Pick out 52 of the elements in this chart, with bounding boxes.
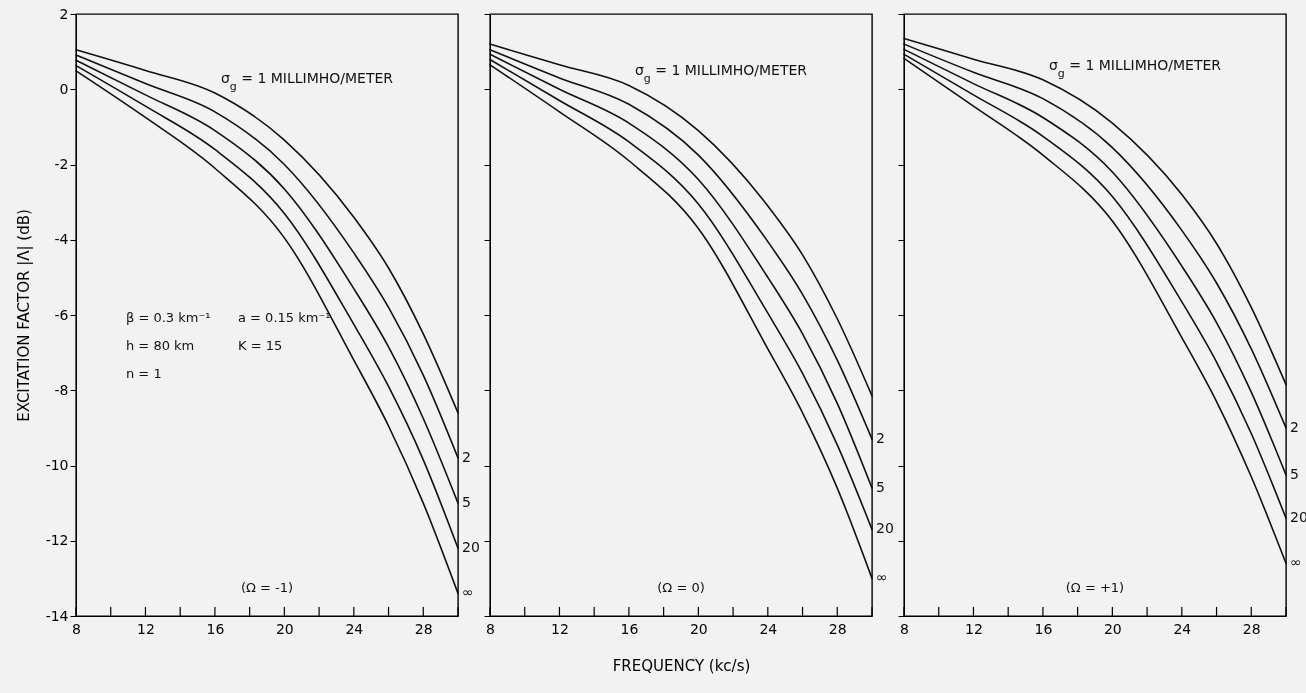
annotation: (Ω = -1): [240, 580, 294, 595]
y-tick-label: -10: [45, 457, 69, 473]
annotation: β = 0.3 km⁻¹: [126, 310, 211, 325]
y-tick-label: -2: [54, 156, 69, 172]
x-tick-label: 20: [275, 620, 294, 637]
series-label: 2: [876, 430, 885, 447]
x-tick-label: 28: [828, 620, 847, 637]
y-tick-label: -8: [54, 381, 69, 398]
x-tick-label: 12: [551, 620, 569, 637]
annotation: n = 1: [126, 366, 162, 381]
x-tick-label: 12: [137, 620, 155, 637]
y-tick-label: 0: [59, 80, 69, 97]
x-tick-label: 20: [689, 620, 708, 637]
x-tick-label: 28: [1242, 620, 1261, 637]
series-label: 2: [1290, 418, 1299, 435]
y-tick-label: -14: [45, 607, 69, 624]
annotation: a = 0.15 km⁻¹: [238, 310, 331, 325]
series-label: ∞: [1290, 554, 1302, 571]
annotation: (Ω = +1): [1065, 580, 1125, 595]
series-label: ∞: [876, 569, 888, 586]
y-axis-title: EXCITATION FACTOR |Λ| (dB): [14, 209, 33, 422]
y-tick-label: -4: [54, 231, 69, 248]
x-tick-label: 16: [1034, 620, 1053, 637]
x-axis-title: FREQUENCY (kc/s): [612, 656, 751, 675]
series-label: 5: [462, 494, 471, 511]
x-tick-label: 16: [620, 620, 639, 637]
annotation: K = 15: [238, 338, 283, 353]
series-label: 20: [876, 520, 894, 537]
x-tick-label: 24: [759, 620, 778, 637]
x-tick-label: 24: [1173, 620, 1192, 637]
series-label: σ$_{g}$ = 1 MILLIMHO/METER: [1048, 56, 1222, 80]
x-tick-label: 8: [900, 620, 909, 637]
series-label: σ$_{g}$ = 1 MILLIMHO/METER: [220, 70, 394, 93]
y-tick-label: -6: [54, 306, 69, 323]
annotation: h = 80 km: [126, 338, 195, 353]
series-label: 5: [1290, 465, 1299, 482]
x-tick-label: 16: [206, 620, 225, 637]
series-label: 20: [462, 539, 480, 556]
series-label: σ$_{g}$ = 1 MILLIMHO/METER: [634, 62, 808, 85]
x-tick-label: 8: [486, 620, 495, 637]
x-tick-label: 24: [345, 620, 364, 637]
y-tick-label: -12: [45, 532, 69, 549]
series-label: 20: [1290, 509, 1306, 526]
series-label: 2: [462, 448, 471, 465]
x-tick-label: 8: [72, 620, 81, 637]
x-tick-label: 20: [1103, 620, 1122, 637]
series-label: 5: [876, 479, 885, 496]
y-tick-label: 2: [59, 5, 69, 22]
x-tick-label: 12: [965, 620, 983, 637]
x-tick-label: 28: [414, 620, 433, 637]
series-label: ∞: [462, 584, 474, 601]
annotation: (Ω = 0): [657, 580, 705, 595]
